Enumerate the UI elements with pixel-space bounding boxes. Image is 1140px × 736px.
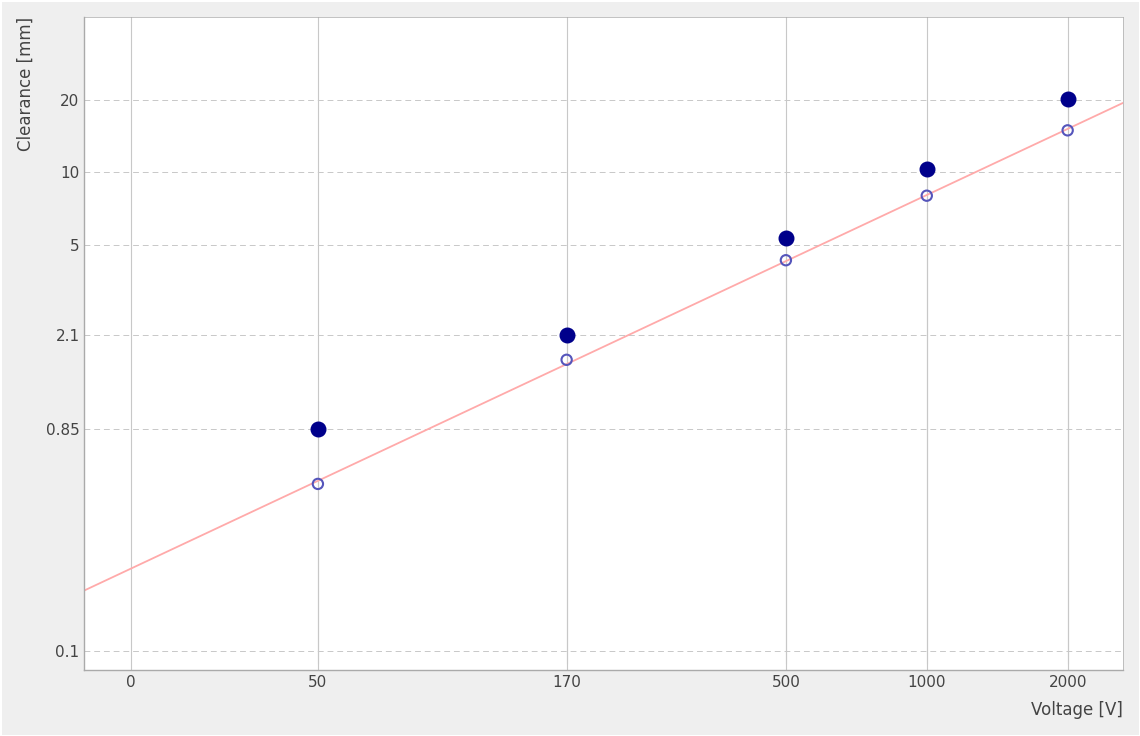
Point — [776, 255, 795, 266]
Point — [918, 190, 936, 202]
Y-axis label: Clearance [mm]: Clearance [mm] — [17, 17, 34, 151]
Point — [557, 354, 576, 366]
Point — [776, 233, 795, 244]
Point — [309, 478, 327, 489]
Point — [557, 329, 576, 341]
Point — [1059, 93, 1077, 105]
Point — [1059, 124, 1077, 136]
Point — [309, 423, 327, 435]
X-axis label: Voltage [V]: Voltage [V] — [1032, 701, 1123, 719]
Point — [918, 163, 936, 175]
